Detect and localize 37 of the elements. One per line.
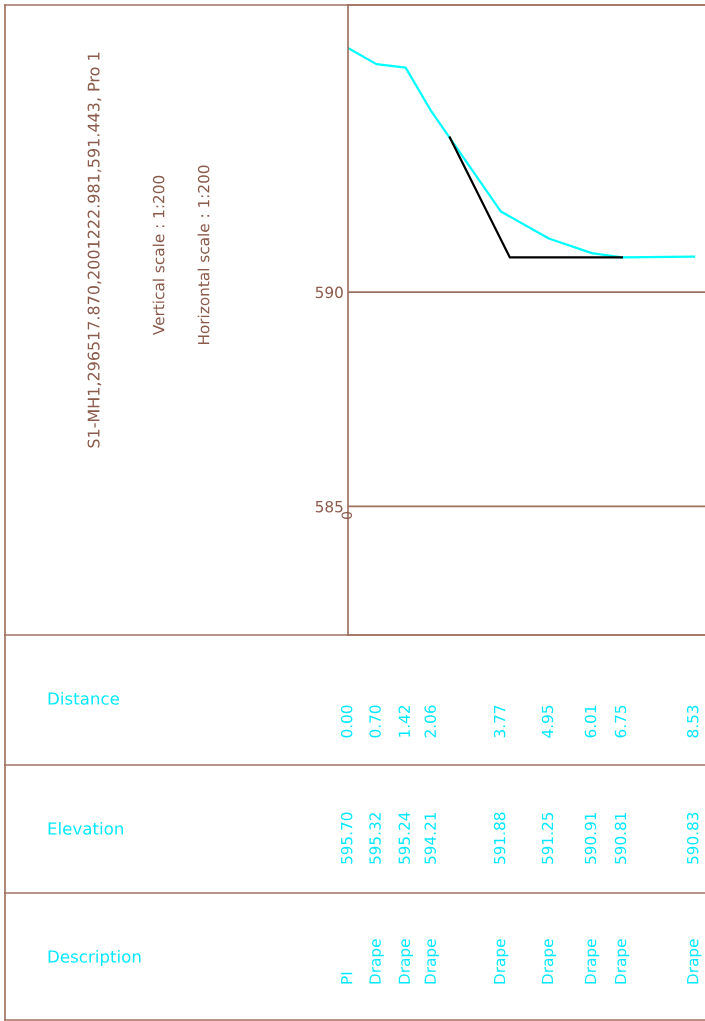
text: Drape [687, 939, 702, 984]
text: Description [48, 949, 141, 967]
text: Elevation [48, 821, 123, 835]
text: Distance [48, 691, 119, 705]
text: Drape [369, 939, 384, 984]
x-tick-label: 6.01 [584, 705, 597, 738]
text: 594.21 [424, 812, 436, 864]
annotation: 0 [341, 511, 353, 519]
text: Drape [614, 939, 630, 984]
y-tick-label: 590 [315, 286, 343, 299]
text: S1-MH1,296517.870,2001222.981,591.443, Pro 1 [87, 52, 102, 448]
x-tick-label: 0.00 [340, 705, 353, 738]
text: 591.25 [541, 812, 554, 864]
x-tick-label: 4.95 [541, 705, 554, 738]
text: 595.24 [398, 812, 411, 864]
text: Drape [584, 939, 600, 984]
text: 590.91 [584, 812, 597, 864]
text: Drape [424, 939, 439, 984]
x-tick-label: 1.42 [398, 705, 410, 737]
x-tick-label: 0.70 [369, 705, 381, 738]
text: Drape [398, 939, 413, 984]
x-tick-label: 2.06 [424, 705, 436, 738]
y-tick-label: 585 [315, 500, 343, 513]
text: PI [341, 972, 353, 984]
text: 590.81 [614, 812, 627, 864]
line-series [348, 46, 696, 259]
x-tick-label: 6.75 [614, 705, 627, 738]
x-tick-label: 3.77 [493, 705, 506, 738]
text: 591.88 [493, 812, 506, 864]
text: Horizontal scale : 1:200 [197, 165, 210, 345]
x-tick-label: 8.53 [686, 705, 699, 738]
text: Drape [541, 939, 557, 984]
text: Vertical scale : 1:200 [152, 175, 165, 336]
text: 595.32 [369, 813, 381, 864]
text: Drape [494, 939, 509, 984]
text: 595.70 [340, 812, 353, 864]
text: 590.83 [686, 812, 699, 864]
